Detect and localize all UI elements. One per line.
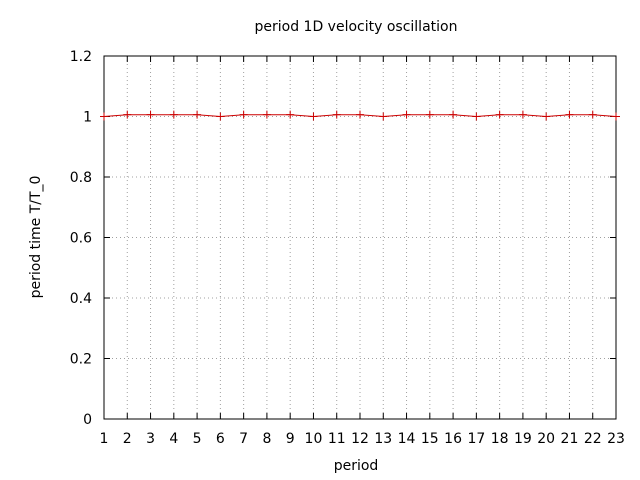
x-tick-label: 10 [305,431,323,447]
x-tick-label: 22 [584,431,602,447]
y-tick-label: 0.6 [70,231,92,247]
x-tick-label: 5 [193,431,202,447]
x-tick-label: 8 [262,431,271,447]
x-tick-label: 23 [607,431,625,447]
x-tick-label: 3 [146,431,155,447]
data-point [425,110,434,119]
y-tick-label: 0.8 [70,170,92,186]
plot-frame [103,55,617,420]
x-tick-label: 4 [169,431,178,447]
data-point [239,110,248,119]
y-axis-label: period time T/T_0 [28,176,44,299]
x-tick-label: 12 [351,431,369,447]
data-point [123,110,132,119]
x-tick-label: 6 [216,431,225,447]
x-tick-label: 15 [421,431,439,447]
y-tick-label: 0 [83,412,92,428]
data-point [146,110,155,119]
data-point [449,110,458,119]
data-point [518,110,527,119]
x-tick-label: 13 [374,431,392,447]
data-point [495,110,504,119]
axes: 00.20.40.60.811.21 2 3 4 5 6 7 8 9 10 11 12 13 14 15 16… [70,49,625,447]
x-tick-label: 14 [398,431,416,447]
x-tick-label: 18 [491,431,509,447]
chart-title: period 1D velocity oscillation [255,19,458,35]
x-tick-label: 2 [123,431,132,447]
x-tick-label: 20 [537,431,555,447]
x-tick-label: 16 [444,431,462,447]
data-point [472,112,481,121]
x-tick-label: 17 [467,431,485,447]
data-point [169,110,178,119]
grid [104,56,616,419]
data-point [262,110,271,119]
y-tick-label: 0.4 [70,291,92,307]
data-point [193,110,202,119]
data-point [309,112,318,121]
x-tick-label: 11 [328,431,346,447]
data-point [100,112,108,121]
x-tick-label: 9 [286,431,295,447]
data-point [379,112,388,121]
y-tick-label: 0.2 [70,352,92,368]
data-point [542,112,551,121]
data-point [356,110,364,119]
data-point [286,110,295,119]
x-tick-label: 19 [514,431,532,447]
x-axis-label: period [334,458,379,474]
x-tick-label: 21 [561,431,579,447]
data-point [216,112,225,121]
data-point [588,110,597,119]
data-point [402,110,411,119]
series [100,110,620,121]
data-point [612,112,620,121]
y-tick-label: 1.2 [70,49,92,65]
data-point [565,110,574,119]
y-tick-label: 1 [83,110,92,126]
x-tick-label: 1 [100,431,109,447]
x-tick-label: 7 [239,431,248,447]
data-point [332,110,341,119]
